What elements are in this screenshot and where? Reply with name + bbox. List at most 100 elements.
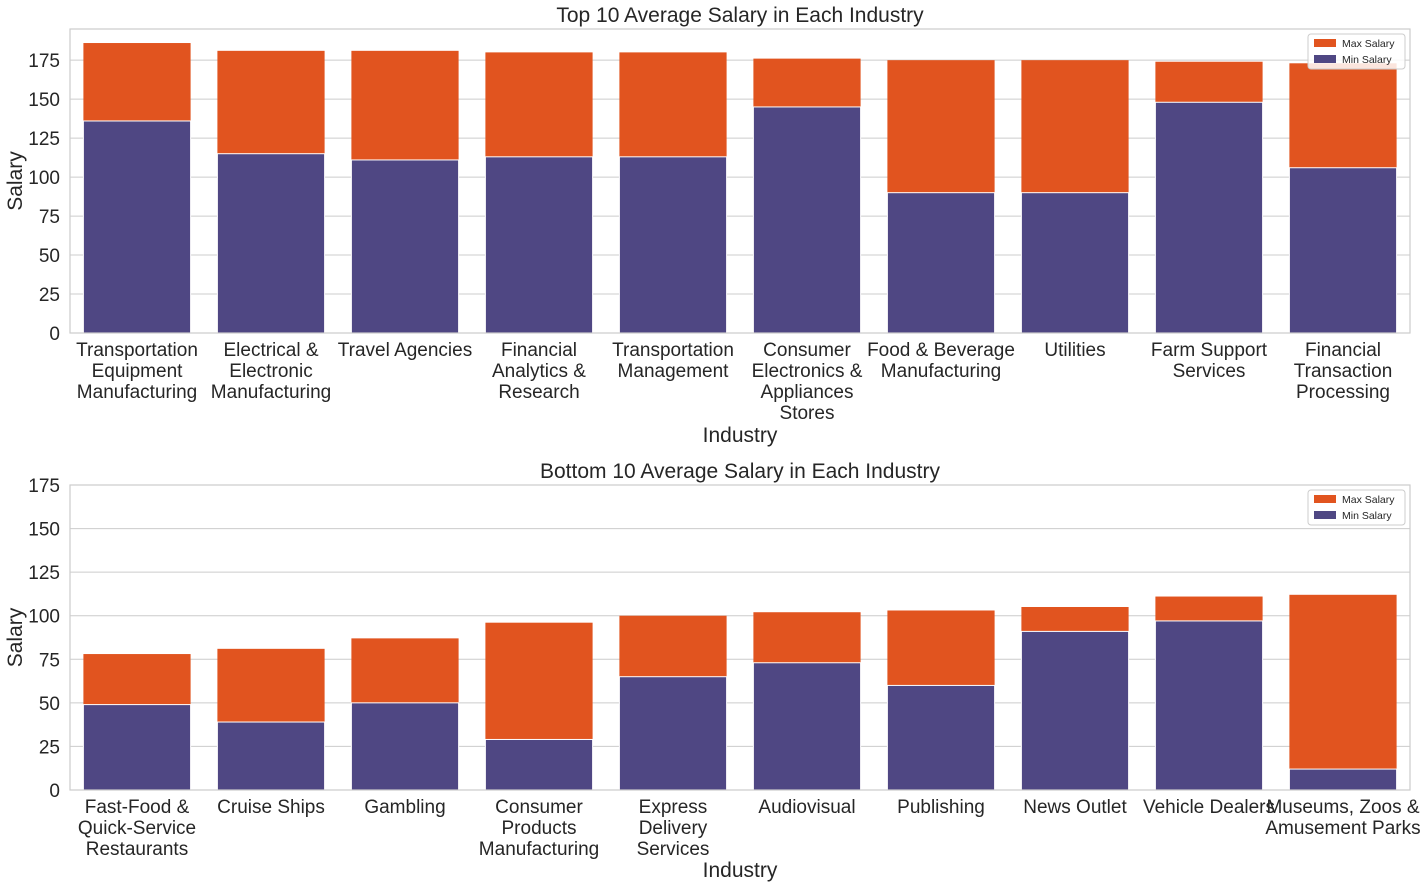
legend: Max Salary Min Salary <box>1307 489 1406 526</box>
x-tick-label: Transportation Equipment Manufacturing <box>76 340 198 403</box>
x-tick-label: Financial Transaction Processing <box>1294 340 1393 403</box>
x-tick-label-line: Audiovisual <box>758 797 855 818</box>
y-tick-label: 100 <box>28 168 60 189</box>
y-tick-label: 50 <box>39 246 60 267</box>
x-tick-label-line: Publishing <box>897 797 985 818</box>
y-tick-label: 0 <box>49 781 60 802</box>
x-tick-label: Museums, Zoos & Amusement Parks <box>1265 797 1420 839</box>
chart-1: Transportation Equipment ManufacturingElec… <box>4 4 1411 447</box>
x-tick-label-line: Research <box>498 382 579 403</box>
x-tick-label: Farm Support Services <box>1151 340 1268 382</box>
x-tick-label-line: News Outlet <box>1023 797 1127 818</box>
x-tick-label-line: Express <box>639 797 708 818</box>
y-tick-label: 25 <box>39 285 60 306</box>
bar-min-salary <box>752 662 862 791</box>
x-tick-label: Gambling <box>364 797 445 818</box>
x-tick-label-line: Quick-Service <box>78 818 196 839</box>
x-tick-label: Fast-Food & Quick-Service Restaurants <box>78 797 196 860</box>
chart-title: Bottom 10 Average Salary in Each Industr… <box>540 460 941 483</box>
bar-min-salary <box>1020 630 1130 791</box>
x-tick-label-line: Consumer <box>495 797 583 818</box>
bar-min-salary <box>484 738 594 791</box>
y-tick-label: 125 <box>28 129 60 150</box>
y-tick-label: 50 <box>39 694 60 715</box>
y-tick-label: 100 <box>28 607 60 628</box>
x-tick-label-line: Financial <box>501 340 577 361</box>
y-tick-label: 0 <box>49 324 60 345</box>
x-tick-label-line: Fast-Food & <box>85 797 190 818</box>
x-tick-label: Financial Analytics & Research <box>492 340 586 403</box>
y-tick-label: 175 <box>28 51 60 72</box>
legend: Max Salary Min Salary <box>1307 33 1406 70</box>
bar-min-salary <box>1154 101 1264 334</box>
x-tick-label-line: Vehicle Dealers <box>1143 797 1275 818</box>
x-tick-label: Publishing <box>897 797 985 818</box>
bar-min-salary <box>82 120 192 334</box>
x-tick-label-line: Processing <box>1296 382 1390 403</box>
legend-label-min-salary: Min Salary <box>1342 54 1392 66</box>
x-tick-label: Electrical & Electronic Manufacturing <box>211 340 331 403</box>
y-axis-label: Salary <box>4 151 27 211</box>
x-tick-label: Utilities <box>1044 340 1105 361</box>
x-tick-label-line: Services <box>1173 361 1246 382</box>
x-tick-label-line: Analytics & <box>492 361 586 382</box>
legend-swatch-min-salary <box>1314 55 1336 63</box>
y-tick-label: 75 <box>39 650 60 671</box>
x-tick-label-line: Equipment <box>92 361 184 382</box>
bar-min-salary <box>1020 192 1130 334</box>
legend-swatch-min-salary <box>1314 511 1336 519</box>
x-tick-label-line: Manufacturing <box>479 839 599 860</box>
x-tick-label-line: Electronics & <box>752 361 863 382</box>
x-tick-label-line: Consumer <box>763 340 851 361</box>
bar-min-salary <box>886 684 996 791</box>
y-tick-label: 150 <box>28 90 60 111</box>
bar-min-salary <box>1288 768 1398 791</box>
x-tick-label: Vehicle Dealers <box>1143 797 1275 818</box>
legend-label-max-salary: Max Salary <box>1342 38 1395 50</box>
x-tick-label-line: Transaction <box>1294 361 1393 382</box>
bar-min-salary <box>1154 620 1264 791</box>
bar-min-salary <box>618 676 728 791</box>
x-tick-label-line: Products <box>502 818 577 839</box>
legend-swatch-max-salary <box>1314 495 1336 503</box>
x-tick-label-line: Farm Support <box>1151 340 1268 361</box>
bar-max-salary <box>1289 594 1397 790</box>
x-axis-label: Industry <box>703 424 778 447</box>
x-axis-label: Industry <box>703 859 778 882</box>
x-tick-label-line: Financial <box>1305 340 1381 361</box>
y-tick-label: 175 <box>28 476 60 497</box>
x-tick-label: Audiovisual <box>758 797 855 818</box>
bar-min-salary <box>886 192 996 334</box>
legend-swatch-max-salary <box>1314 39 1336 47</box>
x-tick-label: Consumer Products Manufacturing <box>479 797 599 860</box>
x-tick-label-line: Manufacturing <box>77 382 197 403</box>
x-tick-label-line: Restaurants <box>86 839 188 860</box>
y-tick-label: 125 <box>28 563 60 584</box>
x-tick-label-line: Manufacturing <box>211 382 331 403</box>
x-tick-label: Transportation Management <box>612 340 734 382</box>
bar-min-salary <box>618 156 728 334</box>
y-tick-label: 75 <box>39 207 60 228</box>
plot-frame <box>69 28 1411 334</box>
bar-min-salary <box>1288 167 1398 334</box>
x-tick-label-line: Stores <box>780 403 835 424</box>
bar-min-salary <box>216 721 326 791</box>
legend-label-max-salary: Max Salary <box>1342 494 1395 506</box>
y-axis-label: Salary <box>4 607 27 667</box>
chart-title: Top 10 Average Salary in Each Industry <box>556 4 924 27</box>
x-tick-label-line: Gambling <box>364 797 445 818</box>
x-tick-label-line: Delivery <box>639 818 708 839</box>
bar-min-salary <box>350 159 460 334</box>
x-tick-label-line: Transportation <box>612 340 734 361</box>
x-tick-label-line: Food & Beverage <box>867 340 1015 361</box>
bar-min-salary <box>752 106 862 334</box>
x-tick-label-line: Electronic <box>229 361 312 382</box>
x-tick-label: Consumer Electronics & Appliances Stores <box>752 340 863 424</box>
x-tick-label-line: Museums, Zoos & <box>1266 797 1419 818</box>
x-tick-label: Food & Beverage Manufacturing <box>867 340 1015 382</box>
x-tick-label: News Outlet <box>1023 797 1127 818</box>
x-tick-label-line: Transportation <box>76 340 198 361</box>
x-tick-label: Cruise Ships <box>217 797 325 818</box>
x-tick-label: Express Delivery Services <box>637 797 710 860</box>
